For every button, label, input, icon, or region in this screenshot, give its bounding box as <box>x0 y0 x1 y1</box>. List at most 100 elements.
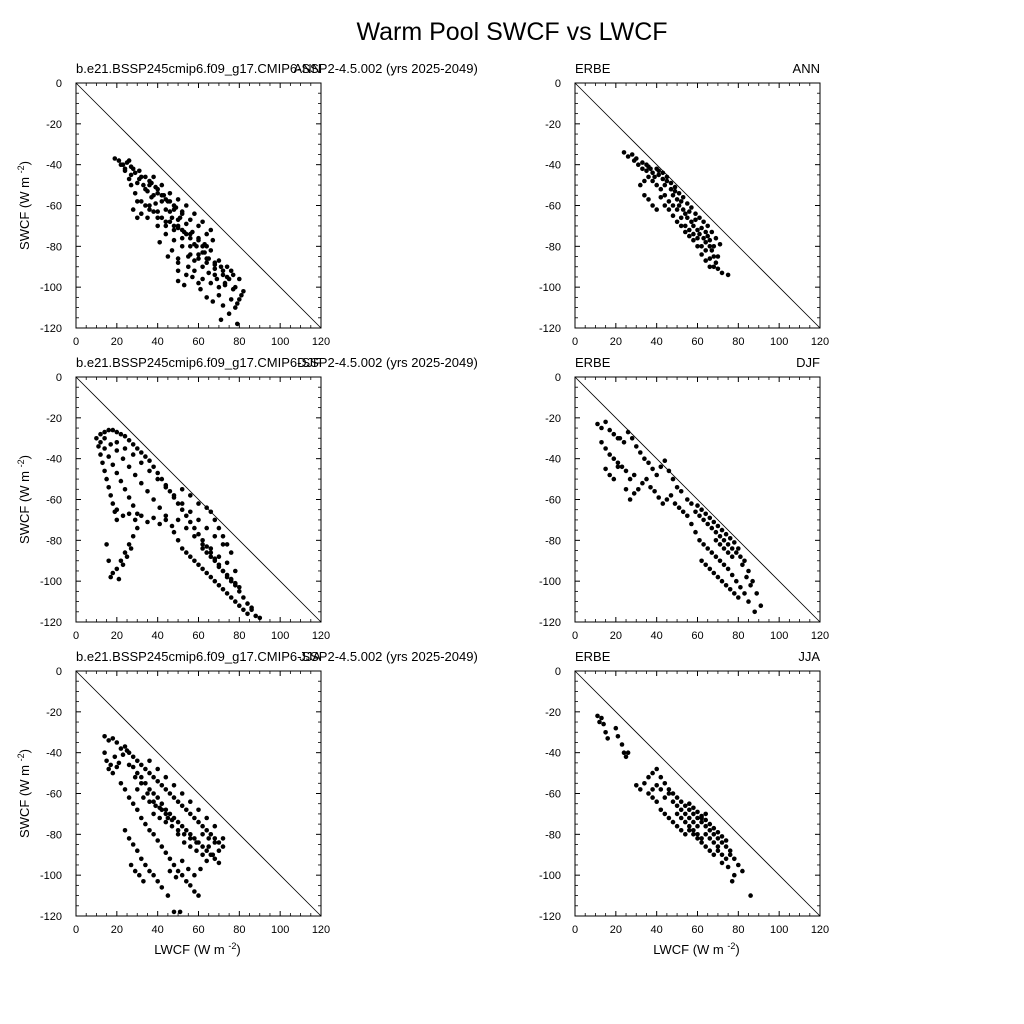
y-tick-label: -100 <box>539 576 561 588</box>
data-point <box>638 182 643 188</box>
data-point <box>171 909 177 915</box>
data-point <box>249 605 254 610</box>
data-point <box>171 795 177 800</box>
data-point <box>715 848 721 853</box>
data-point <box>636 162 641 167</box>
data-point <box>621 440 627 445</box>
data-point <box>734 578 739 584</box>
data-point <box>664 174 670 180</box>
data-point <box>122 433 128 439</box>
data-point <box>163 513 169 519</box>
data-point <box>139 815 144 821</box>
data-point <box>135 199 140 204</box>
data-point <box>147 207 152 212</box>
data-point <box>656 168 661 174</box>
data-point <box>155 215 160 221</box>
data-point <box>654 766 659 772</box>
data-point <box>703 844 708 849</box>
data-point <box>106 766 111 772</box>
data-point <box>192 889 197 894</box>
data-point <box>184 828 189 833</box>
data-point <box>621 750 627 755</box>
panel-left-title: ERBE <box>575 649 611 664</box>
panel-left-title: b.e21.BSSP245cmip6.f09_g17.CMIP6-SSP2-4.… <box>76 649 478 664</box>
data-point <box>719 527 725 533</box>
data-point <box>196 517 201 523</box>
data-point <box>175 278 181 284</box>
data-point <box>186 254 191 259</box>
data-point <box>167 856 173 862</box>
data-point <box>196 562 201 568</box>
data-point <box>194 848 199 853</box>
data-point <box>155 766 160 772</box>
x-tick-label: 120 <box>811 336 829 348</box>
data-point <box>642 193 647 198</box>
data-point <box>695 503 700 508</box>
data-point <box>693 529 698 535</box>
data-point <box>699 225 704 231</box>
data-point <box>701 517 706 523</box>
data-point <box>171 207 177 212</box>
y-tick-label: -100 <box>40 282 62 294</box>
data-point <box>159 844 165 849</box>
reference-line <box>75 82 322 329</box>
data-point <box>237 585 242 590</box>
data-point <box>137 872 142 878</box>
data-point <box>634 444 639 449</box>
data-point <box>175 256 181 261</box>
data-point <box>241 595 246 600</box>
data-point <box>693 217 698 223</box>
data-point <box>727 587 733 592</box>
data-point <box>233 568 238 574</box>
data-point <box>220 542 226 547</box>
data-point <box>732 540 737 545</box>
data-point <box>204 550 209 555</box>
data-point <box>171 862 177 868</box>
data-point <box>175 260 181 266</box>
data-point <box>122 550 128 555</box>
y-tick-label: -80 <box>545 241 561 253</box>
data-point <box>151 209 156 214</box>
data-point <box>666 791 672 796</box>
data-point <box>198 286 203 292</box>
data-point <box>204 570 209 576</box>
data-point <box>163 197 169 202</box>
data-point <box>662 203 668 208</box>
data-point <box>130 452 136 457</box>
data-point <box>102 734 107 739</box>
data-point <box>742 558 747 564</box>
data-point <box>599 715 604 721</box>
data-point <box>169 823 175 829</box>
data-point <box>181 832 187 837</box>
data-point <box>155 209 160 214</box>
data-point <box>116 760 122 766</box>
data-point <box>102 468 107 474</box>
data-point <box>210 852 216 858</box>
scatter-panel-2: 0 20 40 60 80 100 120 0 -20 -40 -60 -80 -100 -120 ERBE… <box>539 61 829 348</box>
data-point <box>163 787 169 792</box>
data-point <box>206 844 211 849</box>
data-point <box>147 868 152 874</box>
data-point <box>719 578 725 584</box>
data-point <box>715 836 721 841</box>
data-point <box>110 462 116 468</box>
data-point <box>713 538 719 543</box>
data-point <box>212 272 218 278</box>
data-point <box>758 603 764 608</box>
data-point <box>674 197 680 202</box>
data-point <box>693 211 698 216</box>
data-point <box>664 178 670 184</box>
data-point <box>122 744 128 749</box>
data-point <box>163 517 169 523</box>
x-tick-label: 80 <box>732 924 744 936</box>
data-point <box>693 509 698 515</box>
data-point <box>719 840 725 845</box>
data-point <box>179 507 185 512</box>
data-point <box>175 501 181 506</box>
data-point <box>228 550 234 555</box>
data-point <box>155 838 160 843</box>
data-point <box>607 472 612 478</box>
data-point <box>163 231 169 237</box>
x-tick-label: 60 <box>691 336 703 348</box>
data-point <box>188 832 193 837</box>
